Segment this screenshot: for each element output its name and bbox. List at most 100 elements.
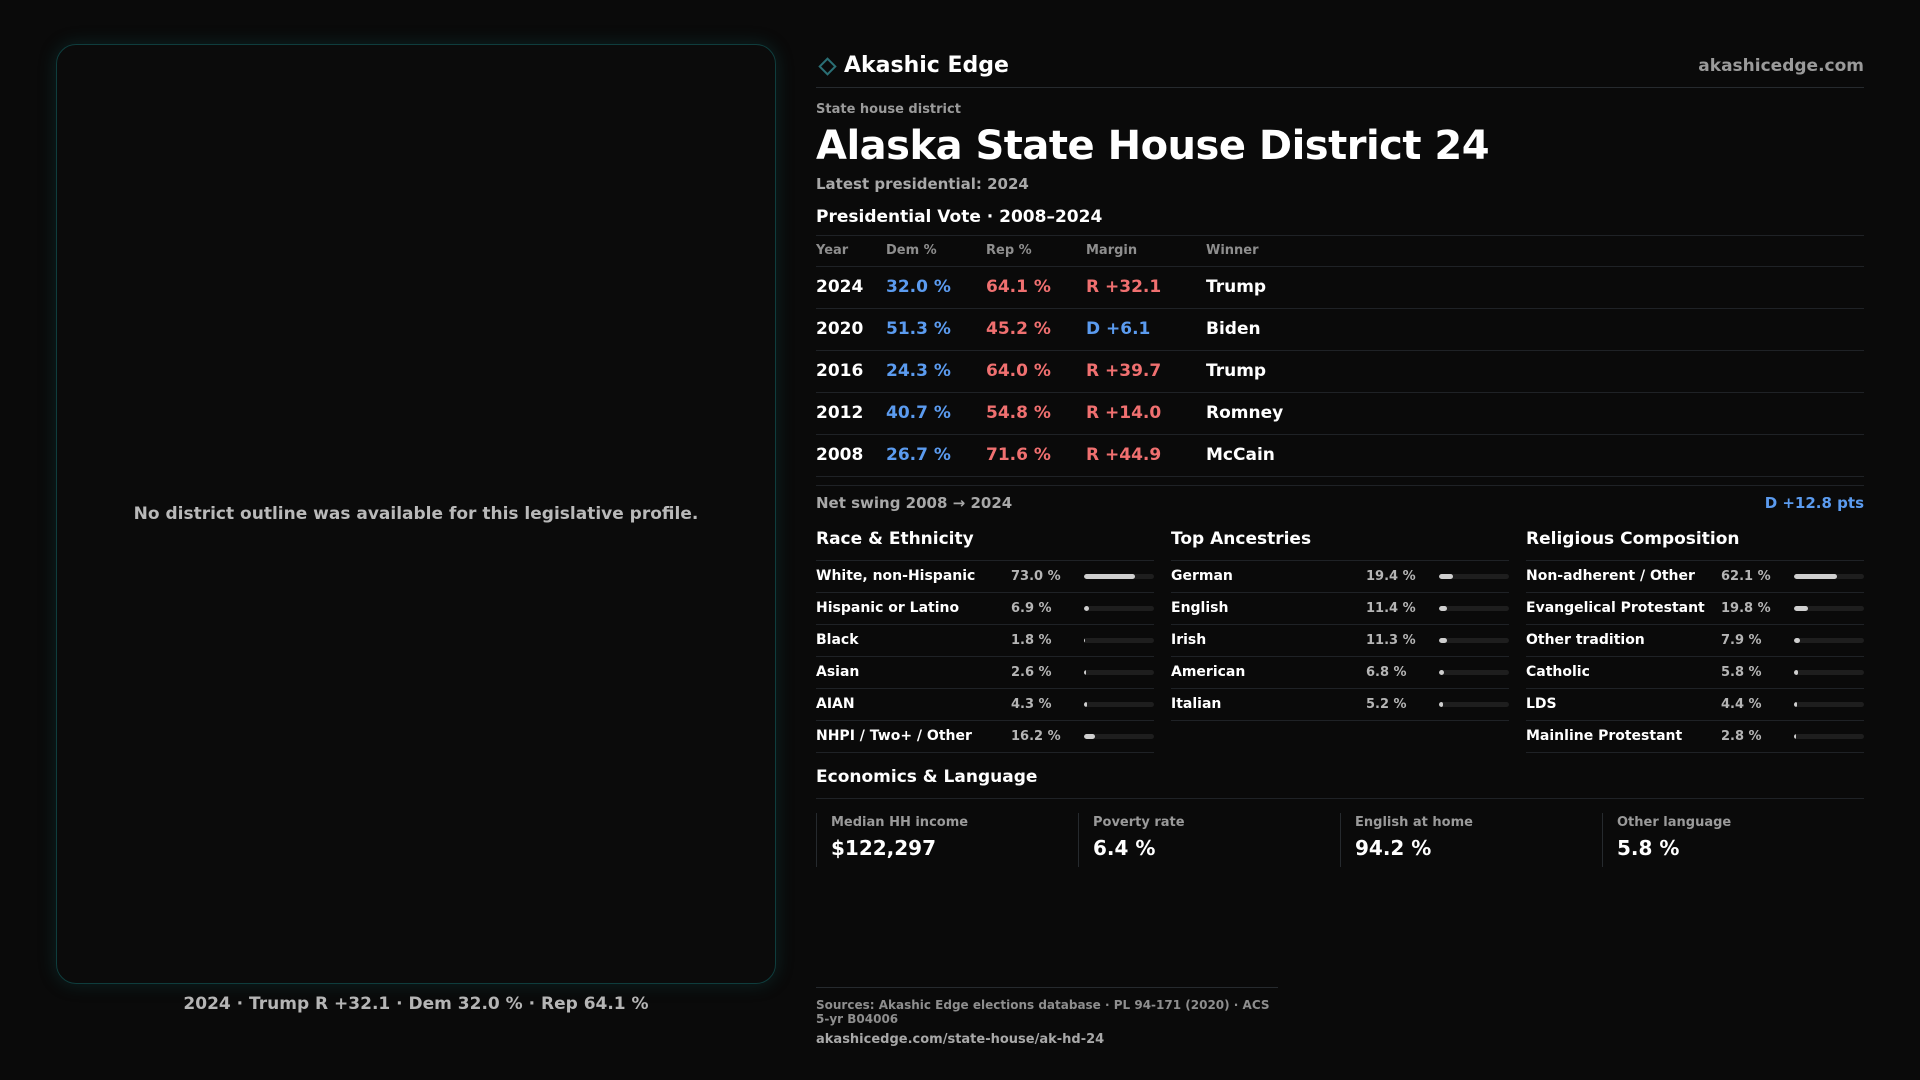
row-rep: 64.0 %	[986, 350, 1086, 393]
item-label: AIAN	[816, 696, 855, 712]
row-rep: 54.8 %	[986, 392, 1086, 435]
share-bar	[1439, 605, 1509, 611]
item-value: 4.4 %	[1721, 696, 1762, 712]
list-item: English 11.4 %	[1171, 593, 1509, 625]
row-year: 2012	[816, 392, 886, 435]
share-bar	[1794, 733, 1864, 739]
latest-presidential: Latest presidential: 2024	[816, 175, 1029, 193]
share-bar-fill	[1439, 637, 1447, 643]
list-item: Mainline Protestant 2.8 %	[1526, 721, 1864, 753]
list-item: Black 1.8 %	[816, 625, 1154, 657]
row-rep: 45.2 %	[986, 308, 1086, 351]
econ-label: English at home	[1355, 814, 1473, 830]
item-value: 19.8 %	[1721, 600, 1771, 616]
col-rep: Rep %	[986, 236, 1086, 267]
row-rep: 64.1 %	[986, 266, 1086, 309]
table-row: 2016 24.3 % 64.0 % R +39.7 Trump	[816, 350, 1864, 393]
item-label: White, non-Hispanic	[816, 568, 976, 584]
share-bar	[1439, 637, 1509, 643]
share-bar	[1084, 605, 1154, 611]
share-bar	[1439, 669, 1509, 675]
list-item: NHPI / Two+ / Other 16.2 %	[816, 721, 1154, 753]
share-bar	[1439, 701, 1509, 707]
share-bar	[1794, 573, 1864, 579]
row-dem: 51.3 %	[886, 308, 986, 351]
item-label: Other tradition	[1526, 632, 1645, 648]
econ-label: Median HH income	[831, 814, 969, 830]
item-label: English	[1171, 600, 1229, 616]
item-label: Non-adherent / Other	[1526, 568, 1695, 584]
item-label: Black	[816, 632, 859, 648]
row-margin: R +44.9	[1086, 434, 1206, 477]
col-dem: Dem %	[886, 236, 986, 267]
item-value: 19.4 %	[1366, 568, 1416, 584]
row-year: 2020	[816, 308, 886, 351]
item-value: 1.8 %	[1011, 632, 1052, 648]
profile-url-link[interactable]: akashicedge.com/state-house/ak-hd-24	[816, 1032, 1105, 1047]
table-row: 2008 26.7 % 71.6 % R +44.9 McCain	[816, 434, 1864, 477]
row-winner: Trump	[1206, 350, 1864, 393]
share-bar-fill	[1439, 573, 1453, 579]
list-item: AIAN 4.3 %	[816, 689, 1154, 721]
row-year: 2024	[816, 266, 886, 309]
ancestries-section: Top Ancestries German 19.4 % English 11.…	[1171, 525, 1509, 753]
share-bar	[1794, 637, 1864, 643]
item-value: 5.8 %	[1721, 664, 1762, 680]
econ-value: 6.4 %	[1093, 835, 1156, 860]
item-label: Asian	[816, 664, 860, 680]
row-margin: R +14.0	[1086, 392, 1206, 435]
map-empty-message: No district outline was available for th…	[133, 504, 699, 524]
brand-url-link[interactable]: akashicedge.com	[1698, 55, 1864, 76]
list-item: American 6.8 %	[1171, 657, 1509, 689]
brand-header: Akashic Edge akashicedge.com	[816, 44, 1864, 88]
share-bar-fill	[1794, 669, 1799, 675]
share-bar	[1084, 573, 1154, 579]
net-swing-label: Net swing 2008 → 2024	[816, 494, 1013, 512]
item-value: 73.0 %	[1011, 568, 1061, 584]
share-bar-fill	[1084, 669, 1086, 675]
item-value: 62.1 %	[1721, 568, 1771, 584]
list-item: LDS 4.4 %	[1526, 689, 1864, 721]
list-item: White, non-Hispanic 73.0 %	[816, 561, 1154, 593]
presidential-vote-table: Year Dem % Rep % Margin Winner 2024 32.0…	[816, 236, 1864, 477]
share-bar-fill	[1084, 733, 1096, 739]
district-kicker: State house district	[816, 102, 961, 117]
item-label: LDS	[1526, 696, 1557, 712]
item-value: 7.9 %	[1721, 632, 1762, 648]
item-value: 2.8 %	[1721, 728, 1762, 744]
item-value: 2.6 %	[1011, 664, 1052, 680]
list-item: Non-adherent / Other 62.1 %	[1526, 561, 1864, 593]
row-margin: R +32.1	[1086, 266, 1206, 309]
share-bar-fill	[1794, 573, 1838, 579]
share-bar	[1794, 669, 1864, 675]
econ-cell-other-language: Other language 5.8 %	[1602, 812, 1864, 867]
share-bar	[1794, 605, 1864, 611]
list-item: German 19.4 %	[1171, 561, 1509, 593]
share-bar-fill	[1084, 637, 1086, 643]
list-item: Other tradition 7.9 %	[1526, 625, 1864, 657]
list-item: Italian 5.2 %	[1171, 689, 1509, 721]
share-bar-fill	[1794, 701, 1798, 707]
share-bar	[1084, 669, 1154, 675]
list-item: Asian 2.6 %	[816, 657, 1154, 689]
share-bar	[1794, 701, 1864, 707]
item-value: 4.3 %	[1011, 696, 1052, 712]
table-row: 2020 51.3 % 45.2 % D +6.1 Biden	[816, 308, 1864, 351]
page-title: Alaska State House District 24	[816, 123, 1490, 169]
share-bar	[1084, 733, 1154, 739]
item-label: Italian	[1171, 696, 1222, 712]
share-bar	[1084, 637, 1154, 643]
demographics-grid: Race & Ethnicity White, non-Hispanic 73.…	[816, 525, 1864, 753]
econ-value: 5.8 %	[1617, 835, 1680, 860]
item-value: 11.3 %	[1366, 632, 1416, 648]
econ-cell-income: Median HH income $122,297	[816, 812, 1078, 867]
item-value: 16.2 %	[1011, 728, 1061, 744]
row-year: 2016	[816, 350, 886, 393]
share-bar-fill	[1084, 573, 1136, 579]
row-dem: 40.7 %	[886, 392, 986, 435]
item-label: German	[1171, 568, 1233, 584]
map-caption: 2024 · Trump R +32.1 · Dem 32.0 % · Rep …	[183, 994, 649, 1014]
table-row: 2024 32.0 % 64.1 % R +32.1 Trump	[816, 266, 1864, 309]
row-winner: Trump	[1206, 266, 1864, 309]
